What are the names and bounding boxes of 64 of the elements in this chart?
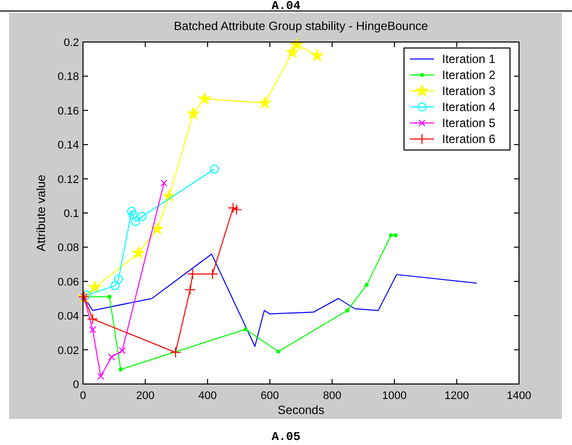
point [88,280,102,294]
point [198,92,212,104]
point [186,106,200,120]
point [364,282,369,287]
y-tick-label: 0.04 [58,310,79,323]
point [394,233,398,238]
legend-label: Iteration 5 [442,116,496,130]
legend-label: Iteration 2 [442,68,496,82]
point [228,202,239,214]
point [210,164,219,174]
x-tick-label: 0 [80,390,86,402]
point [107,294,112,299]
legend-label: Iteration 1 [442,52,496,66]
point [132,246,146,259]
point [231,204,242,216]
point [131,217,140,226]
text: A.04 [272,0,300,13]
point [286,46,299,58]
point [87,314,98,325]
legend-label: Iteration 6 [442,132,496,146]
point [128,210,138,220]
point [110,281,120,290]
point [114,274,124,284]
x-tick-label: 1200 [444,390,469,402]
y-tick-label: 0 [72,379,79,391]
point [150,222,164,235]
y-tick-label: 0.2 [64,37,79,49]
x-axis-title: Seconds [278,403,324,417]
y-tick-label: 0.02 [58,344,79,357]
y-tick-label: 0.08 [58,242,79,254]
x-tick-label: 600 [260,390,280,402]
y-tick-label: 0.14 [58,140,79,152]
point [89,326,96,334]
point [258,96,272,109]
y-tick-label: 0.18 [58,71,79,84]
y-tick-label: 0.1 [64,208,79,220]
point [97,372,104,380]
legend-label: Iteration 3 [442,84,496,98]
point [345,308,350,312]
point [276,350,280,354]
text: A.05 [272,430,300,444]
point [118,367,123,372]
point [118,347,126,354]
point [244,327,248,332]
point [160,180,168,187]
y-axis-title: Attribute value [34,174,48,252]
point [290,38,304,50]
point [310,48,324,62]
chart-title: Batched Attribute Group stability - HingeBounce [174,19,428,33]
x-tick-label: 1400 [506,390,532,402]
y-tick-label: 0.12 [58,174,79,186]
x-tick-label: 800 [322,390,342,402]
point [138,212,147,221]
y-tick-label: 0.16 [58,105,79,118]
point [108,353,116,360]
x-tick-label: 1000 [382,390,407,402]
point [127,206,136,216]
x-tick-label: 200 [136,390,154,402]
legend-label: Iteration 4 [442,100,496,114]
x-tick-label: 400 [198,390,217,402]
y-tick-label: 0.06 [58,276,79,288]
point [184,284,196,296]
point [170,346,181,358]
point [389,233,394,238]
